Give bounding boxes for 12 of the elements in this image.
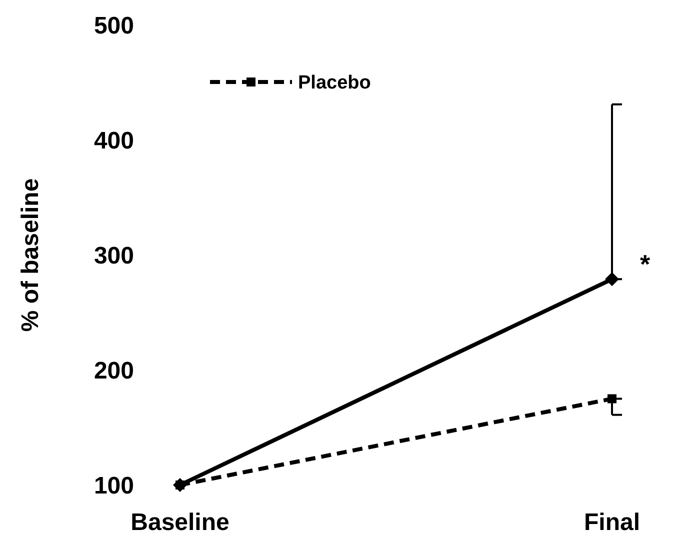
y-tick-label: 500 bbox=[94, 12, 134, 40]
point bbox=[605, 272, 619, 286]
point bbox=[608, 394, 616, 404]
y-tick-label: 200 bbox=[94, 357, 134, 384]
y-tick-label: 100 bbox=[94, 472, 134, 500]
x-tick-label: Baseline bbox=[130, 509, 230, 536]
y-axis-title: % of baseline bbox=[17, 178, 44, 332]
annotation: * bbox=[640, 249, 651, 280]
legend-label: Placebo bbox=[298, 72, 371, 94]
y-tick-label: 400 bbox=[94, 127, 134, 154]
x-tick-label: Final bbox=[584, 509, 640, 536]
y-tick-label: 300 bbox=[94, 242, 134, 270]
